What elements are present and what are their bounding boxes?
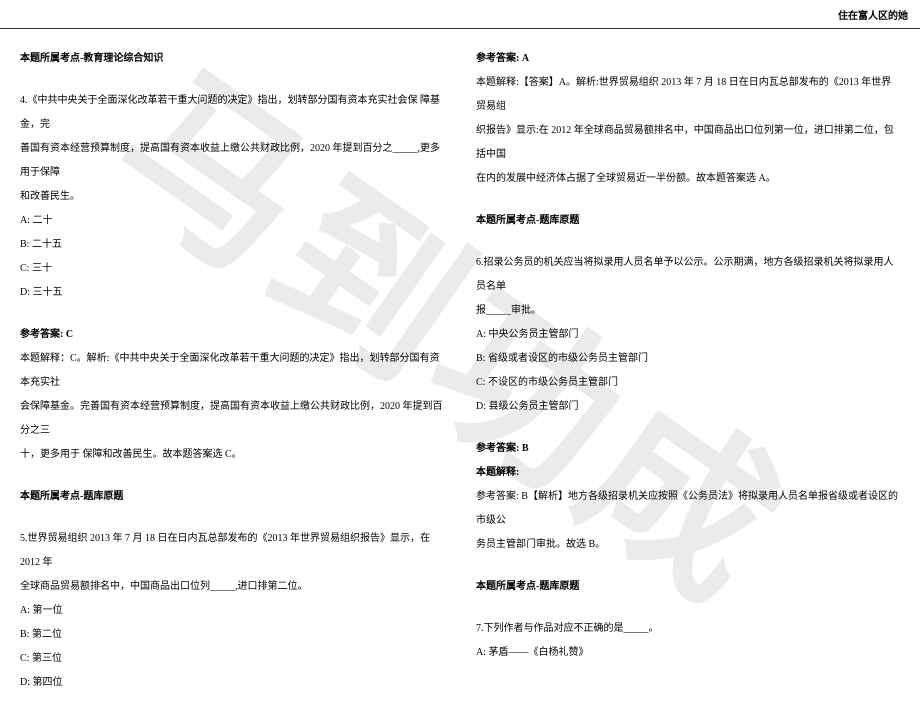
option-a: A: 第一位: [20, 599, 444, 623]
left-column: 本题所属考点-教育理论综合知识 4.《中共中央关于全面深化改革若干重大问题的决定…: [12, 39, 460, 695]
answer-label: 参考答案: C: [20, 323, 444, 347]
explanation: 本题解释:【答案】A。解析:世界贸易组织 2013 年 7 月 18 日在日内瓦…: [476, 71, 900, 119]
explanation: 在内的发展中经济体占据了全球贸易近一半份额。故本题答案选 A。: [476, 167, 900, 191]
option-b: B: 省级或者设区的市级公务员主管部门: [476, 347, 900, 371]
topic-label: 本题所属考点-题库原题: [20, 485, 444, 509]
question-stem: 6.招录公务员的机关应当将拟录用人员名单予以公示。公示期满，地方各级招录机关将拟…: [476, 251, 900, 299]
option-a: A: 二十: [20, 209, 444, 233]
topic-label: 本题所属考点-题库原题: [476, 209, 900, 233]
option-b: B: 二十五: [20, 233, 444, 257]
header-title: 住在富人区的她: [838, 11, 908, 22]
explanation: 织报告》显示:在 2012 年全球商品贸易额排名中，中国商品出口位列第一位，进口…: [476, 119, 900, 167]
question-stem: 全球商品贸易额排名中，中国商品出口位列_____,进口排第二位。: [20, 575, 444, 599]
explanation: 本题解释：C。解析:《中共中央关于全面深化改革若干重大问题的决定》指出，划转部分…: [20, 347, 444, 395]
right-column: 参考答案: A 本题解释:【答案】A。解析:世界贸易组织 2013 年 7 月 …: [460, 39, 908, 695]
answer-label: 参考答案: B: [476, 437, 900, 461]
option-c: C: 不设区的市级公务员主管部门: [476, 371, 900, 395]
option-d: D: 第四位: [20, 671, 444, 695]
option-a: A: 茅盾——《白杨礼赞》: [476, 641, 900, 665]
topic-label: 本题所属考点-教育理论综合知识: [20, 47, 444, 71]
answer-label: 参考答案: A: [476, 47, 900, 71]
topic-label: 本题所属考点-题库原题: [476, 575, 900, 599]
explanation: 务员主管部门审批。故选 B。: [476, 533, 900, 557]
explanation-label: 本题解释:: [476, 461, 900, 485]
explanation: 会保障基金。完善国有资本经营预算制度，提高国有资本收益上缴公共财政比例，2020…: [20, 395, 444, 443]
question-stem: 4.《中共中央关于全面深化改革若干重大问题的决定》指出，划转部分国有资本充实社会…: [20, 89, 444, 137]
explanation: 十，更多用于 保障和改善民生。故本题答案选 C。: [20, 443, 444, 467]
option-d: D: 县级公务员主管部门: [476, 395, 900, 419]
question-stem: 和改善民生。: [20, 185, 444, 209]
option-c: C: 三十: [20, 257, 444, 281]
option-b: B: 第二位: [20, 623, 444, 647]
question-stem: 报_____审批。: [476, 299, 900, 323]
question-stem: 7.下列作者与作品对应不正确的是_____。: [476, 617, 900, 641]
question-stem: 5.世界贸易组织 2013 年 7 月 18 日在日内瓦总部发布的《2013 年…: [20, 527, 444, 575]
option-a: A: 中央公务员主管部门: [476, 323, 900, 347]
question-stem: 善国有资本经营预算制度，提高国有资本收益上缴公共财政比例，2020 年提到百分之…: [20, 137, 444, 185]
option-d: D: 三十五: [20, 281, 444, 305]
explanation: 参考答案: B【解析】地方各级招录机关应按照《公务员法》将拟录用人员名单报省级或…: [476, 485, 900, 533]
content-columns: 本题所属考点-教育理论综合知识 4.《中共中央关于全面深化改革若干重大问题的决定…: [0, 29, 920, 705]
page-header: 住在富人区的她: [0, 0, 920, 29]
